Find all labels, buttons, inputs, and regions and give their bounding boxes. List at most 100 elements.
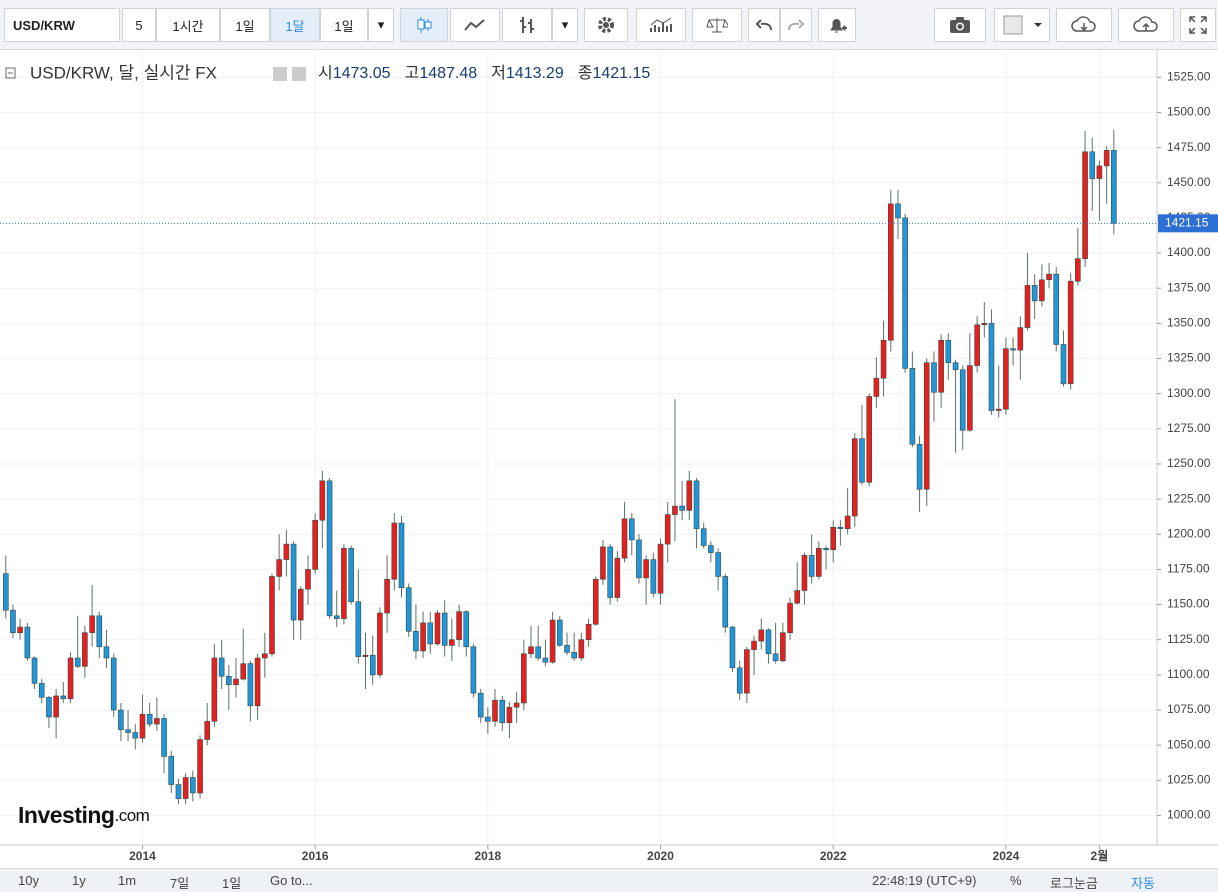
alert-button[interactable] <box>818 8 856 42</box>
candle-body <box>10 609 16 633</box>
candle-body <box>564 645 570 653</box>
scale-option[interactable]: % <box>1010 873 1022 888</box>
candle-body <box>722 576 729 628</box>
candle-body <box>341 548 347 619</box>
candle-body <box>46 697 52 718</box>
undo-button[interactable] <box>748 8 780 42</box>
candle-body <box>1060 344 1067 385</box>
candle-body <box>981 323 988 326</box>
y-tick-label: 1375.00 <box>1167 280 1211 294</box>
color-picker[interactable] <box>994 8 1050 42</box>
y-tick-label: 1050.00 <box>1167 737 1211 751</box>
settings-button[interactable] <box>584 8 628 42</box>
y-tick-label: 1450.00 <box>1167 175 1211 189</box>
candle-body <box>571 652 577 659</box>
scale-option[interactable]: 자동 <box>1131 876 1155 891</box>
y-tick-label: 1475.00 <box>1167 140 1211 154</box>
candle-body <box>607 546 613 598</box>
goto-button[interactable]: Go to... <box>270 873 313 888</box>
candle-body <box>643 559 649 579</box>
range-button[interactable]: 1일 <box>222 876 242 891</box>
ohlc-label: 종 <box>578 65 593 82</box>
range-button[interactable]: 10y <box>18 873 39 888</box>
save-button[interactable] <box>1118 8 1174 42</box>
candle-body <box>1017 327 1024 351</box>
candle-body <box>89 615 95 633</box>
range-button[interactable]: 7일 <box>170 876 190 891</box>
candle-body <box>312 519 318 570</box>
candle-body <box>1075 258 1081 282</box>
candle-body <box>283 543 290 560</box>
candle-body <box>369 654 376 676</box>
last-price-box <box>1158 214 1218 233</box>
interval-button[interactable]: 1시간 <box>156 8 220 42</box>
interval-button[interactable]: 1달 <box>270 8 320 42</box>
icon <box>950 17 970 33</box>
candle-body <box>384 578 390 614</box>
scale-option[interactable]: 로그눈금 <box>1050 876 1098 891</box>
candle-body <box>866 396 873 483</box>
candle-type-button[interactable] <box>400 8 448 42</box>
interval-dropdown[interactable]: ▾ <box>368 8 394 42</box>
candle-body <box>1046 273 1052 281</box>
candle-body <box>952 362 959 371</box>
candle-body <box>895 203 901 219</box>
y-tick-label: 1150.00 <box>1167 597 1210 611</box>
candle-body <box>650 559 657 594</box>
y-tick-label: 1125.00 <box>1167 632 1210 646</box>
candle-body <box>427 622 434 645</box>
snapshot-button[interactable] <box>934 8 986 42</box>
ohlc-value: 1487.48 <box>419 65 477 82</box>
compare-button[interactable] <box>692 8 742 42</box>
icon <box>1071 16 1096 32</box>
candle-body <box>535 646 541 659</box>
candle-body <box>664 514 671 545</box>
candle-body <box>326 480 333 617</box>
collapse-icon[interactable] <box>5 67 16 79</box>
candle-body <box>513 702 520 708</box>
range-button[interactable]: 1y <box>72 873 86 888</box>
candle-body <box>751 640 757 650</box>
candle-body <box>542 657 549 663</box>
range-button[interactable]: 1m <box>118 873 137 888</box>
interval-button[interactable]: 5 <box>122 8 156 42</box>
candle-body <box>959 369 966 431</box>
y-tick-label: 1500.00 <box>1167 105 1211 119</box>
x-tick-label: 2024 <box>993 849 1020 863</box>
candle-body <box>693 480 700 529</box>
ohlc-value: 1413.29 <box>506 65 564 82</box>
y-tick-label: 1175.00 <box>1167 562 1210 576</box>
candle-body <box>118 709 124 731</box>
x-tick-label: 2016 <box>302 849 329 863</box>
candle-body <box>110 657 117 711</box>
candle-body <box>636 539 642 579</box>
interval-button[interactable]: 1일 <box>220 8 270 42</box>
candle-body <box>1010 348 1016 351</box>
interval-button[interactable]: 1일 <box>320 8 368 42</box>
candle-body <box>772 653 779 662</box>
symbol-input[interactable]: USD/KRW <box>4 8 120 42</box>
candle-body <box>477 692 484 718</box>
candle-body <box>578 639 585 659</box>
eye-icon[interactable] <box>273 67 287 81</box>
candle-body <box>1024 285 1031 328</box>
indicators-button[interactable] <box>636 8 686 42</box>
candle-body <box>290 543 297 621</box>
type-dropdown[interactable]: ▾ <box>552 8 578 42</box>
fullscreen-button[interactable] <box>1180 8 1216 42</box>
candle-body <box>888 203 894 341</box>
gear-icon[interactable] <box>292 67 306 81</box>
candle-body <box>506 706 513 723</box>
load-button[interactable] <box>1056 8 1112 42</box>
bar-type-button[interactable] <box>502 8 552 42</box>
redo-button[interactable] <box>780 8 812 42</box>
candle-body <box>17 626 23 633</box>
candle-body <box>859 438 865 483</box>
candle-body <box>391 522 398 580</box>
candle-body <box>657 543 664 594</box>
line-type-button[interactable] <box>450 8 500 42</box>
candle-body <box>146 713 153 725</box>
icon <box>464 19 485 31</box>
y-tick-label: 1200.00 <box>1167 526 1211 540</box>
candle-body <box>988 323 995 411</box>
